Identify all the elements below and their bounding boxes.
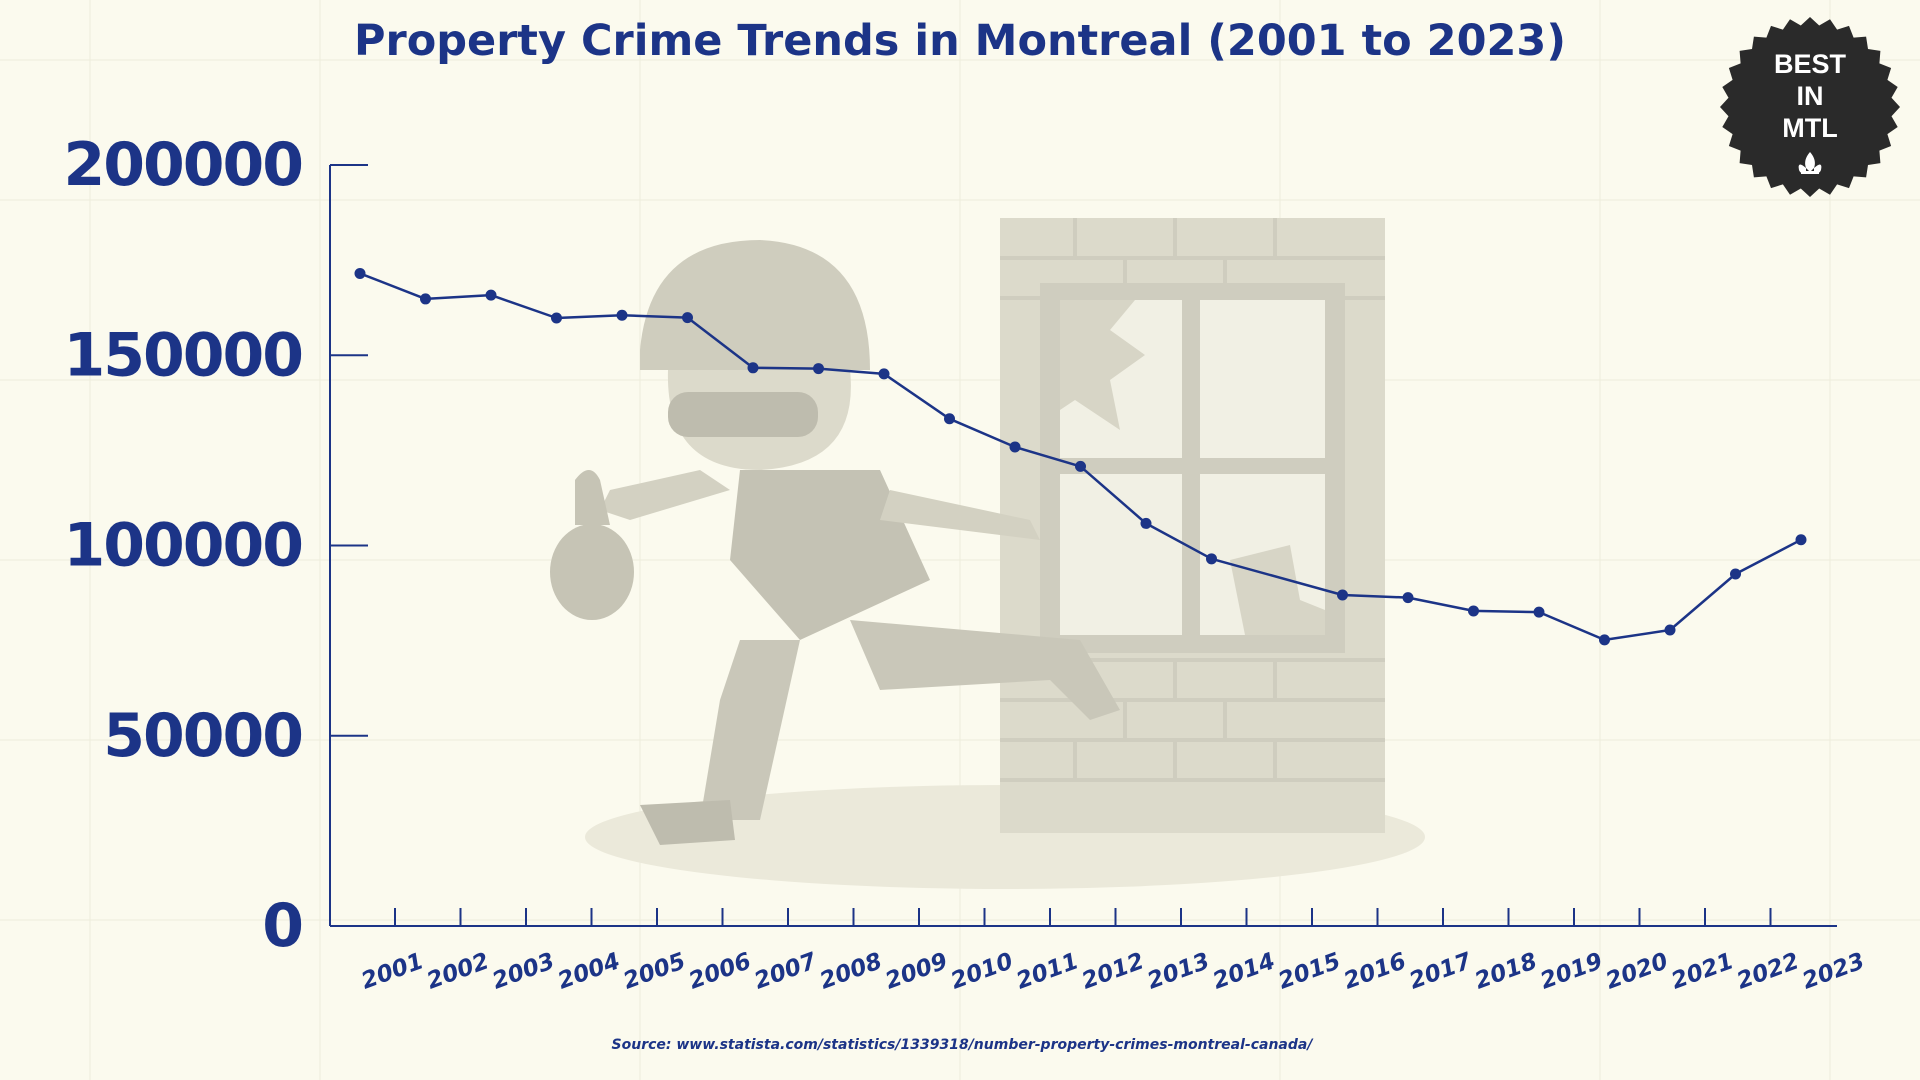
x-tick-label: 2010: [948, 948, 1017, 994]
x-tick-label: 2007: [751, 948, 820, 994]
badge-line-2: IN: [1797, 81, 1824, 111]
x-tick-label: 2020: [1603, 948, 1672, 994]
thief-figure: [550, 240, 1120, 845]
badge-line-1: BEST: [1774, 49, 1847, 79]
x-tick-label: 2003: [489, 948, 558, 994]
x-tick-label: 2014: [1210, 948, 1279, 994]
data-point: [747, 362, 759, 374]
x-tick-label: 2002: [424, 948, 493, 994]
data-point: [1468, 605, 1479, 617]
data-point: [420, 293, 431, 305]
data-point: [1075, 460, 1086, 472]
y-tick-label: 200000: [64, 130, 303, 200]
thief-illustration: [550, 218, 1425, 889]
x-tick-label: 2008: [817, 948, 886, 994]
x-tick-label: 2009: [882, 948, 951, 994]
x-tick-label: 2005: [620, 948, 689, 994]
x-tick-label: 2013: [1144, 948, 1213, 994]
data-point: [878, 368, 890, 380]
x-tick-label: 2023: [1799, 948, 1868, 994]
badge-line-3: MTL: [1782, 113, 1837, 143]
x-tick-label: 2001: [358, 948, 427, 994]
data-point: [616, 309, 628, 321]
data-point: [1009, 441, 1021, 453]
series-path: [359, 272, 1802, 642]
fleur-de-lis-icon: [1798, 152, 1822, 174]
data-point: [1795, 534, 1807, 546]
brick-wall: [1000, 218, 1385, 833]
x-tick-label: 2004: [555, 948, 624, 994]
source-note: Source: www.statista.com/statistics/1339…: [612, 1037, 1315, 1053]
y-tick-label: 0: [262, 891, 302, 961]
x-tick-label: 2021: [1668, 948, 1737, 994]
x-tick-label: 2017: [1406, 948, 1475, 994]
data-point: [1140, 517, 1152, 529]
data-point: [1337, 589, 1348, 601]
x-tick-label: 2012: [1079, 948, 1148, 994]
data-point: [1206, 553, 1217, 565]
chart-title: Property Crime Trends in Montreal (2001 …: [354, 16, 1566, 66]
y-tick-label: 100000: [64, 511, 303, 581]
data-point: [551, 312, 562, 324]
x-tick-label: 2006: [686, 948, 755, 994]
x-tick-label: 2018: [1472, 948, 1541, 994]
data-point: [813, 363, 824, 375]
x-axis-ticks: 2001200220032004200520062007200820092010…: [358, 908, 1868, 995]
x-tick-label: 2011: [1013, 948, 1082, 994]
series-line: [354, 267, 1807, 646]
x-tick-label: 2016: [1341, 948, 1410, 994]
data-point: [354, 267, 366, 279]
x-tick-label: 2019: [1537, 948, 1606, 994]
best-in-mtl-badge: BEST IN MTL: [1720, 17, 1900, 197]
badge-seal: [1720, 17, 1900, 197]
data-point: [944, 413, 955, 425]
data-point: [1533, 606, 1545, 618]
y-axis-ticks: 0 50000 100000 150000 200000: [64, 130, 368, 961]
data-point: [682, 312, 693, 324]
data-point: [1599, 634, 1610, 646]
x-tick-label: 2015: [1275, 948, 1344, 994]
x-tick-label: 2022: [1734, 948, 1803, 994]
data-point: [1402, 592, 1414, 604]
y-tick-label: 150000: [64, 320, 303, 390]
data-point: [485, 289, 497, 301]
y-tick-label: 50000: [103, 701, 302, 771]
data-point: [1664, 624, 1676, 636]
data-point: [1730, 568, 1741, 580]
